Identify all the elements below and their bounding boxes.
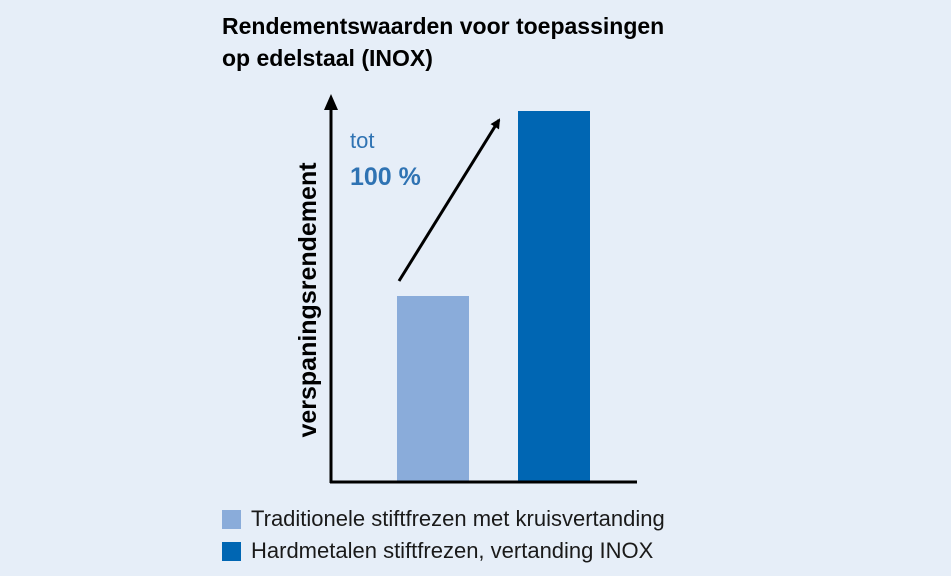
annotation-percentage: 100 % — [350, 163, 421, 191]
y-axis-label: verspaningsrendement — [294, 162, 322, 438]
legend-label-traditional: Traditionele stiftfrezen met kruisvertan… — [251, 506, 665, 531]
legend-swatch-hardmetal — [222, 541, 241, 561]
growth-arrow — [397, 118, 501, 282]
bar-hardmetal — [518, 111, 590, 481]
chart-title: Rendementswaarden voor toepassingen op e… — [222, 10, 842, 74]
legend: Traditionele stiftfrezen met kruisvertan… — [222, 503, 665, 567]
bar-group — [397, 111, 590, 481]
legend-swatch-traditional — [222, 509, 241, 529]
legend-item-hardmetal: Hardmetalen stiftfrezen, vertanding INOX — [222, 535, 665, 567]
chart-title-line-2: op edelstaal (INOX) — [222, 45, 433, 71]
annotation-tot: tot — [350, 128, 374, 153]
chart-title-line-1: Rendementswaarden voor toepassingen — [222, 13, 665, 39]
legend-item-traditional: Traditionele stiftfrezen met kruisvertan… — [222, 503, 665, 535]
legend-label-hardmetal: Hardmetalen stiftfrezen, vertanding INOX — [251, 538, 654, 563]
bar-traditional — [397, 296, 469, 481]
